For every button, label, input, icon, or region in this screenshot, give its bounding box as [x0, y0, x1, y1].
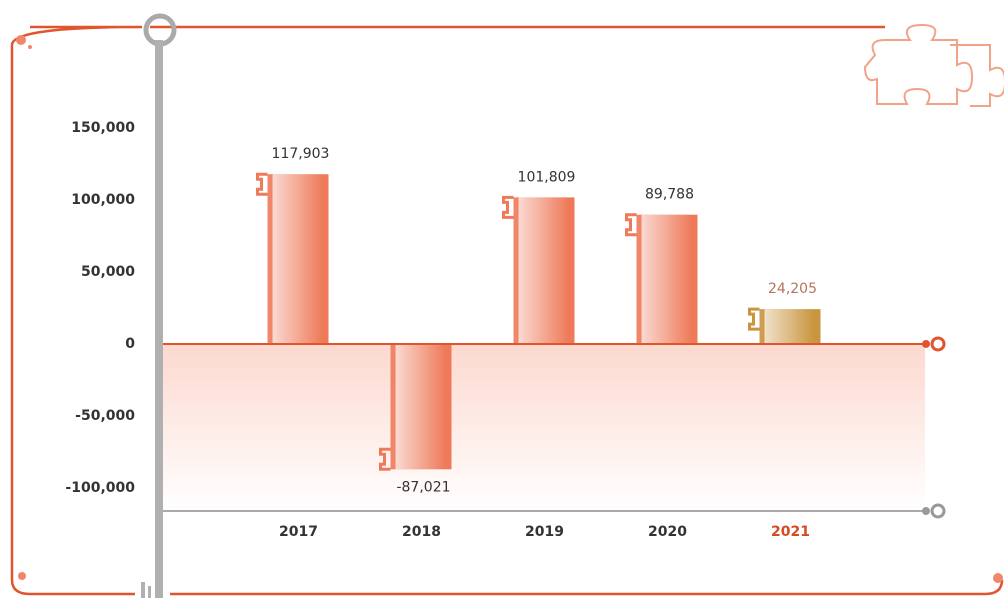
- frame: [10, 25, 1004, 596]
- y-tick-label: 50,000: [81, 264, 135, 280]
- puzzle-decoration: [863, 23, 1004, 107]
- bar-edge: [636, 214, 642, 344]
- x-tick-label: 2017: [279, 524, 318, 540]
- x-tick-label: 2020: [648, 524, 687, 540]
- y-tick-label: -100,000: [65, 480, 135, 496]
- value-label: -87,021: [396, 479, 450, 495]
- axis-end: [922, 507, 930, 515]
- bar-sheen: [639, 214, 692, 344]
- dot: [16, 35, 26, 45]
- bar-key: [379, 447, 391, 471]
- axis-end: [922, 339, 930, 348]
- bar-key: [625, 213, 637, 237]
- value-label: 101,809: [518, 169, 576, 185]
- dot: [993, 573, 1003, 583]
- bar-edge: [759, 309, 765, 344]
- y-tick-label: 0: [125, 336, 135, 352]
- x-tick-label: 2021: [771, 524, 810, 540]
- bar-key: [256, 172, 268, 196]
- bar-edge: [513, 197, 519, 344]
- y-tick-label: -50,000: [75, 408, 135, 424]
- axis-end: [930, 503, 946, 519]
- value-label: 117,903: [272, 146, 330, 162]
- bar-sheen: [516, 197, 569, 344]
- x-tick-label: 2019: [525, 524, 564, 540]
- value-label: 89,788: [645, 187, 694, 203]
- bar-key: [502, 195, 514, 219]
- y-tick-label: 100,000: [71, 192, 135, 208]
- dot: [18, 572, 26, 580]
- value-label: 24,205: [768, 281, 817, 297]
- dot: [28, 45, 32, 49]
- bar-edge: [267, 174, 273, 344]
- pole: [141, 13, 177, 598]
- bar-key: [748, 307, 760, 331]
- axis-end: [930, 336, 946, 352]
- bar-edge: [390, 343, 396, 470]
- negative-area: [163, 344, 925, 511]
- bar-sheen: [270, 174, 323, 344]
- bar-sheen: [393, 343, 446, 470]
- x-tick-label: 2018: [402, 524, 441, 540]
- bar-sheen: [762, 309, 815, 344]
- y-tick-label: 150,000: [71, 120, 135, 136]
